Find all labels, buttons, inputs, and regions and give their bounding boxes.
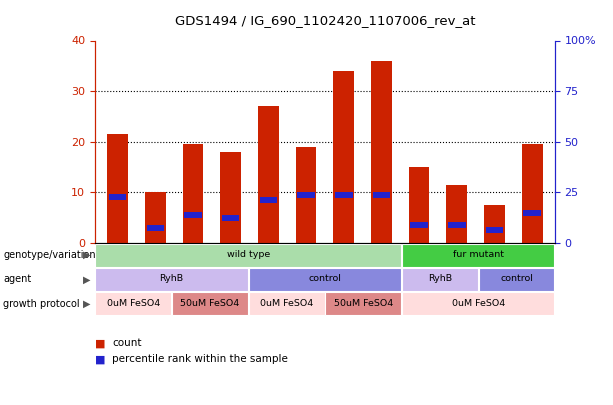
FancyBboxPatch shape — [402, 268, 478, 291]
Text: wild type: wild type — [227, 250, 270, 259]
Bar — [371, 61, 392, 243]
Bar — [484, 205, 505, 243]
Bar — [184, 212, 202, 218]
Text: ■: ■ — [95, 354, 105, 364]
FancyBboxPatch shape — [326, 292, 401, 315]
FancyBboxPatch shape — [402, 244, 554, 266]
Text: ▶: ▶ — [83, 250, 91, 260]
Bar — [295, 147, 316, 243]
FancyBboxPatch shape — [479, 268, 554, 291]
Text: genotype/variation: genotype/variation — [3, 250, 96, 260]
Bar — [373, 192, 390, 198]
FancyBboxPatch shape — [96, 292, 171, 315]
Bar — [485, 227, 503, 233]
FancyBboxPatch shape — [96, 244, 401, 266]
Text: ▶: ▶ — [83, 275, 91, 284]
Bar — [297, 192, 315, 198]
Text: control: control — [500, 275, 533, 284]
Bar — [147, 225, 164, 231]
Text: control: control — [308, 275, 341, 284]
Bar — [335, 192, 352, 198]
Bar — [222, 215, 240, 221]
Bar — [107, 134, 128, 243]
Text: 50uM FeSO4: 50uM FeSO4 — [333, 299, 393, 308]
Text: 0uM FeSO4: 0uM FeSO4 — [452, 299, 504, 308]
FancyBboxPatch shape — [249, 268, 401, 291]
Bar — [522, 144, 543, 243]
Text: GDS1494 / IG_690_1102420_1107006_rev_at: GDS1494 / IG_690_1102420_1107006_rev_at — [175, 14, 475, 27]
Text: 0uM FeSO4: 0uM FeSO4 — [107, 299, 160, 308]
Bar — [109, 194, 126, 200]
Text: 50uM FeSO4: 50uM FeSO4 — [180, 299, 240, 308]
FancyBboxPatch shape — [402, 292, 554, 315]
Bar — [258, 107, 279, 243]
Text: growth protocol: growth protocol — [3, 299, 80, 309]
Bar — [220, 152, 241, 243]
Bar — [446, 185, 467, 243]
Bar — [333, 71, 354, 243]
FancyBboxPatch shape — [249, 292, 324, 315]
Text: ▶: ▶ — [83, 299, 91, 309]
Bar — [448, 222, 466, 228]
Text: fur mutant: fur mutant — [452, 250, 504, 259]
Bar — [409, 167, 430, 243]
Text: count: count — [112, 338, 142, 348]
Text: RyhB: RyhB — [159, 275, 184, 284]
Text: percentile rank within the sample: percentile rank within the sample — [112, 354, 288, 364]
Text: agent: agent — [3, 275, 31, 284]
FancyBboxPatch shape — [96, 268, 248, 291]
Text: 0uM FeSO4: 0uM FeSO4 — [260, 299, 313, 308]
Text: RyhB: RyhB — [428, 275, 452, 284]
Bar — [183, 144, 204, 243]
Bar — [259, 197, 277, 203]
Bar — [524, 210, 541, 216]
FancyBboxPatch shape — [172, 292, 248, 315]
Bar — [410, 222, 428, 228]
Text: ■: ■ — [95, 338, 105, 348]
Bar — [145, 192, 166, 243]
